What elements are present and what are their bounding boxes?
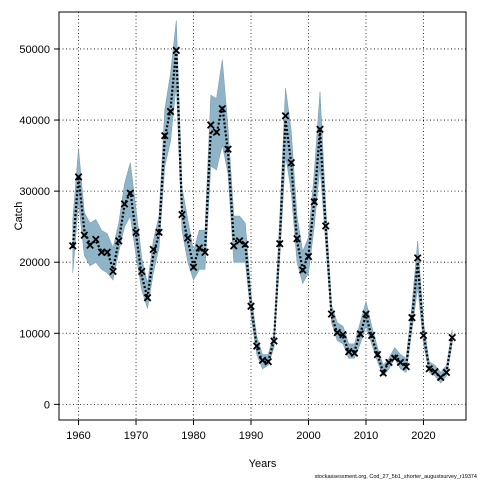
catch-marker (298, 266, 307, 274)
catch-marker (149, 245, 158, 254)
catch-marker (74, 173, 83, 181)
y-tick-label: 10000 (19, 328, 50, 340)
confidence-band-layer (72, 20, 453, 384)
catch-marker (373, 350, 382, 359)
catch-marker (68, 242, 77, 250)
x-tick-label: 2000 (296, 430, 320, 442)
catch-marker (367, 331, 376, 340)
x-tick-label: 1980 (181, 430, 205, 442)
y-tick-label: 40000 (19, 115, 50, 127)
catch-marker (270, 337, 278, 345)
catch-marker (224, 145, 232, 154)
catch-marker (166, 107, 175, 116)
catch-marker (137, 267, 146, 276)
catch-marker (241, 240, 250, 249)
y-tick-label: 50000 (19, 44, 50, 56)
observed-catch-markers (68, 46, 457, 382)
catch-marker (385, 358, 393, 367)
catch-marker (333, 328, 342, 337)
y-tick-label: 0 (44, 399, 50, 411)
catch-marker (201, 248, 209, 257)
catch-marker (321, 222, 330, 230)
catch-marker (155, 228, 163, 237)
catch-marker (408, 313, 416, 322)
catch-marker (132, 228, 140, 237)
catch-marker (442, 368, 451, 377)
catch-marker (425, 364, 434, 373)
plot-frame (58, 11, 467, 421)
catch-marker (206, 121, 215, 129)
catch-marker (103, 248, 112, 257)
y-tick-label: 20000 (19, 257, 50, 269)
x-tick-label: 1970 (124, 430, 148, 442)
catch-marker (247, 302, 255, 311)
catch-marker (448, 333, 457, 342)
catch-marker (212, 128, 221, 136)
catch-marker (264, 357, 273, 366)
grid-lines (59, 12, 466, 420)
catch-marker (183, 234, 192, 242)
catch-marker (436, 373, 445, 382)
catch-marker (281, 111, 290, 120)
catch-marker (80, 231, 89, 240)
x-tick-label: 1960 (66, 430, 90, 442)
x-axis: 1960 1970 1980 1990 2000 2010 2020 (66, 420, 436, 442)
catch-marker (339, 330, 347, 339)
catch-marker (91, 235, 100, 244)
catch-marker (97, 248, 106, 257)
footer-source-text: stockassessment.org, Cod_27_5b1_shorter_… (315, 474, 477, 480)
catch-marker (419, 331, 428, 340)
catch-marker (304, 252, 313, 261)
catch-marker (109, 267, 117, 276)
catch-marker (195, 244, 204, 252)
catch-marker (252, 342, 261, 350)
catch-marker (316, 125, 324, 134)
catch-marker (235, 237, 244, 245)
y-axis-title: Catch (13, 202, 25, 231)
x-axis-title: Years (249, 458, 277, 470)
y-axis: 0 10000 20000 30000 40000 50000 (19, 44, 59, 411)
catch-marker (120, 200, 129, 208)
catch-marker (396, 358, 405, 367)
catch-marker (143, 293, 152, 302)
x-tick-label: 2010 (354, 430, 378, 442)
catch-marker (160, 131, 169, 140)
catch-marker (218, 104, 227, 113)
catch-marker (189, 263, 198, 272)
catch-marker (172, 46, 181, 55)
catch-marker (356, 330, 365, 338)
catch-marker (229, 242, 238, 250)
catch-marker (293, 234, 301, 243)
catch-marker (362, 310, 370, 318)
catch-marker (402, 362, 411, 371)
catch-marker (126, 189, 135, 198)
x-tick-label: 2020 (411, 430, 435, 442)
catch-marker (390, 354, 399, 362)
catch-marker (287, 158, 296, 167)
catch-marker (86, 241, 94, 249)
catch-marker (350, 349, 359, 358)
catch-marker (114, 237, 123, 245)
catch-marker (344, 347, 353, 356)
catch-marker (258, 356, 267, 365)
confidence-band (72, 20, 453, 384)
catch-marker (327, 310, 336, 318)
catch-marker (310, 197, 319, 206)
catch-marker (413, 254, 422, 262)
catch-marker (275, 239, 284, 248)
catch-marker (379, 369, 388, 377)
y-tick-label: 30000 (19, 186, 50, 198)
catch-marker (431, 367, 439, 376)
x-tick-label: 1990 (239, 430, 263, 442)
catch-marker (178, 210, 186, 219)
